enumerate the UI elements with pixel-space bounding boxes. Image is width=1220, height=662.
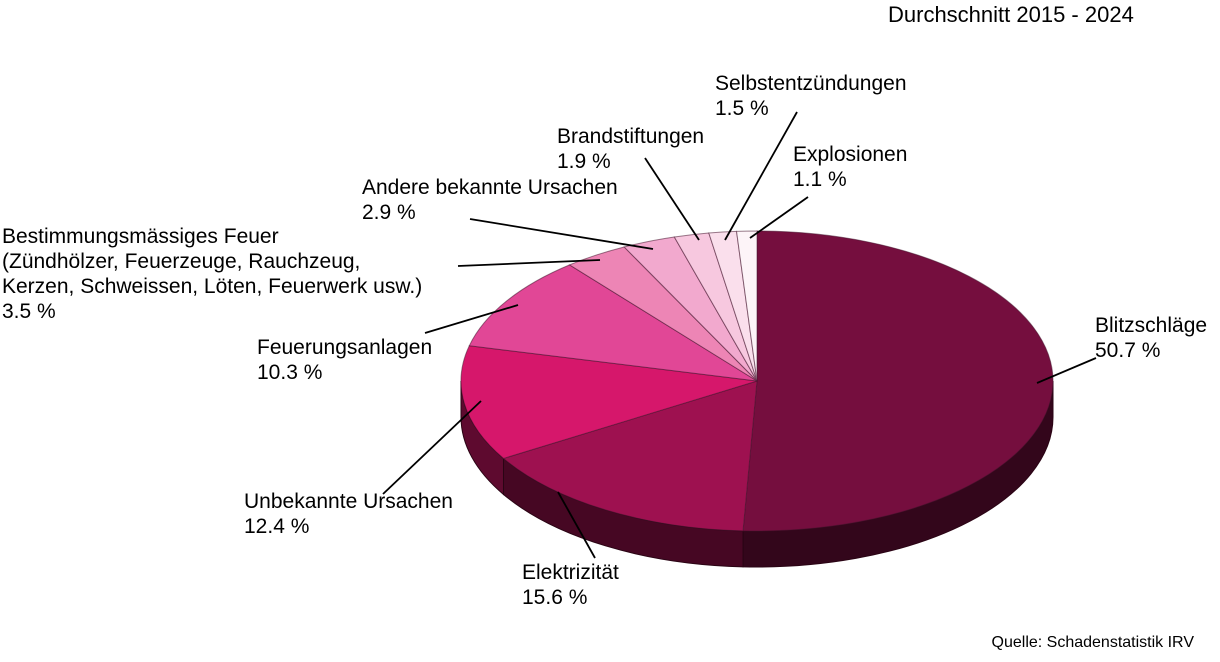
pie-slice-feuerungsanlagen bbox=[468, 264, 758, 382]
leader-line-andere-bekannte-ursachen bbox=[469, 218, 654, 250]
leader-line-feuerungsanlagen bbox=[424, 304, 519, 334]
leader-line-elektrizitaet bbox=[557, 491, 596, 559]
slice-label-andere-bekannte-ursachen: Andere bekannte Ursachen 2.9 % bbox=[362, 176, 618, 224]
slice-label-explosionen: Explosionen 1.1 % bbox=[793, 143, 908, 191]
slice-label-unbekannte-ursachen: Unbekannte Ursachen 12.4 % bbox=[244, 490, 453, 538]
slice-label-blitzschlaege: Blitzschläge 50.7 % bbox=[1095, 314, 1208, 362]
pie-slice-blitzschlaege bbox=[742, 230, 1054, 532]
slice-label-selbstentzuendungen: Selbstentzündungen 1.5 % bbox=[715, 72, 907, 120]
pie-slice-explosionen bbox=[735, 230, 758, 382]
pie-slice-elektrizitaet bbox=[502, 380, 758, 532]
chart-source-note: Quelle: Schadenstatistik IRV bbox=[991, 634, 1194, 651]
chart-title: Durchschnitt 2015 - 2024 bbox=[888, 2, 1134, 27]
leader-line-blitzschlaege bbox=[1036, 357, 1097, 384]
leader-line-bestimmungsmaessiges-feuer bbox=[457, 259, 601, 267]
leader-line-selbstentzuendungen bbox=[724, 111, 798, 241]
pie-slice-unbekannte-ursachen bbox=[460, 345, 758, 459]
leader-line-brandstiftungen bbox=[644, 157, 700, 241]
slice-label-brandstiftungen: Brandstiftungen 1.9 % bbox=[557, 125, 705, 173]
slice-label-elektrizitaet: Elektrizität 15.6 % bbox=[522, 561, 619, 609]
leader-line-explosionen bbox=[749, 196, 809, 239]
slice-label-feuerungsanlagen: Feuerungsanlagen 10.3 % bbox=[257, 336, 433, 384]
slice-label-bestimmungsmaessiges-feuer: Bestimmungsmässiges Feuer (Zündhölzer, F… bbox=[2, 225, 423, 323]
leader-line-unbekannte-ursachen bbox=[382, 400, 482, 495]
